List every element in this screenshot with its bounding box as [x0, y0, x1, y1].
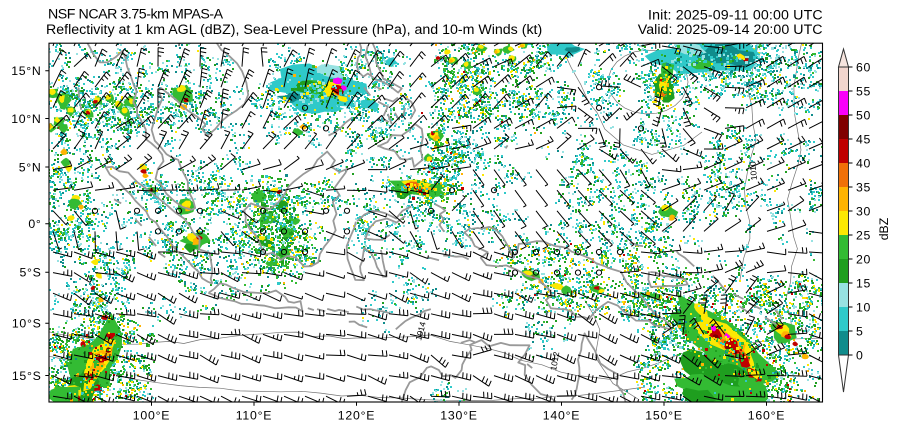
svg-text:45: 45 — [856, 132, 871, 146]
svg-text:1010: 1010 — [747, 161, 759, 181]
svg-text:0°: 0° — [28, 217, 41, 231]
svg-text:35: 35 — [856, 180, 871, 194]
svg-text:130°E: 130°E — [440, 409, 477, 423]
svg-text:5°S: 5°S — [19, 266, 41, 280]
svg-text:Init: 2025-09-11 00:00 UTC: Init: 2025-09-11 00:00 UTC — [648, 7, 823, 23]
svg-text:30: 30 — [856, 204, 871, 218]
svg-text:15: 15 — [856, 276, 871, 290]
svg-text:20: 20 — [856, 252, 871, 266]
svg-text:10°S: 10°S — [12, 317, 42, 331]
svg-text:100°E: 100°E — [133, 409, 170, 423]
svg-text:15°S: 15°S — [12, 369, 42, 383]
svg-text:140°E: 140°E — [543, 409, 580, 423]
svg-text:5°N: 5°N — [19, 160, 42, 174]
svg-text:50: 50 — [856, 108, 871, 122]
svg-text:10°N: 10°N — [11, 112, 41, 126]
svg-text:110°E: 110°E — [236, 409, 272, 423]
svg-text:Reflectivity at 1 km AGL (dBZ): Reflectivity at 1 km AGL (dBZ), Sea-Leve… — [46, 22, 542, 38]
svg-text:Valid: 2025-09-14 20:00 UTC: Valid: 2025-09-14 20:00 UTC — [638, 22, 823, 38]
svg-text:NSF NCAR 3.75-km MPAS-A: NSF NCAR 3.75-km MPAS-A — [48, 7, 224, 23]
svg-text:120°E: 120°E — [338, 409, 375, 423]
svg-text:5: 5 — [856, 324, 864, 338]
svg-text:150°E: 150°E — [645, 409, 682, 423]
svg-text:15°N: 15°N — [11, 64, 41, 78]
svg-text:0: 0 — [856, 348, 864, 362]
svg-text:40: 40 — [856, 156, 871, 170]
svg-text:25: 25 — [856, 228, 871, 242]
svg-text:160°E: 160°E — [748, 409, 785, 423]
svg-text:10: 10 — [856, 300, 871, 314]
svg-text:1012: 1012 — [548, 351, 561, 372]
svg-text:1014: 1014 — [413, 320, 428, 341]
svg-text:dBZ: dBZ — [877, 217, 891, 240]
svg-text:60: 60 — [856, 60, 871, 74]
svg-text:55: 55 — [856, 84, 871, 98]
